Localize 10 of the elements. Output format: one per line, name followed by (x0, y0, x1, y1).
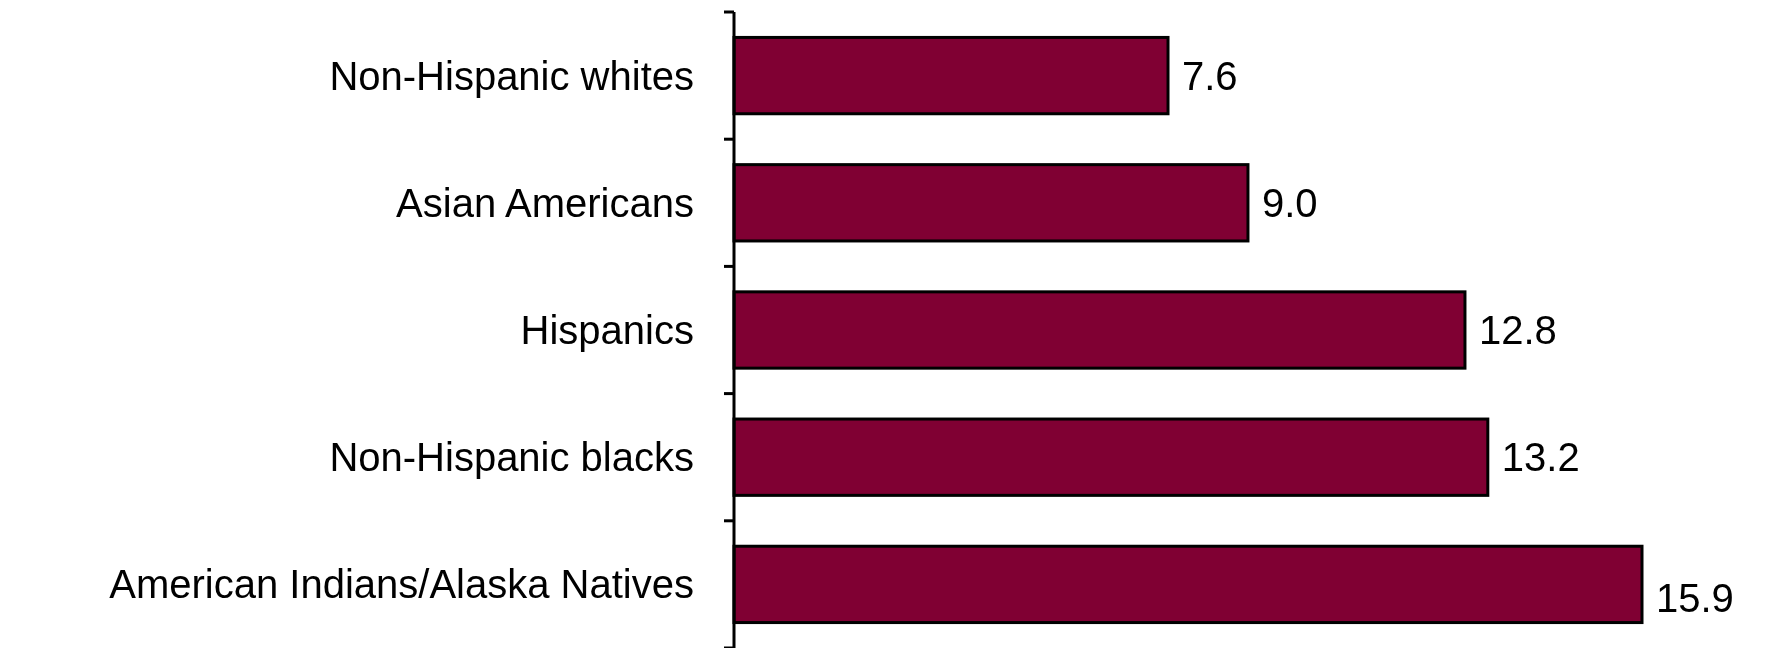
y-tick-label: Hispanics (520, 308, 694, 352)
data-label: 13.2 (1501, 435, 1580, 480)
y-tick-label: Non-Hispanic blacks (329, 435, 694, 480)
y-tick-label: American Indians/Alaska Natives (109, 562, 694, 607)
data-label: 15.9 (1656, 576, 1734, 621)
y-tick-label: Non-Hispanic whites (329, 53, 694, 98)
y-tick-label: Asian Americans (396, 180, 694, 225)
data-label: 12.8 (1478, 308, 1557, 352)
data-label: 7.6 (1182, 53, 1238, 98)
data-label: 9.0 (1261, 180, 1318, 225)
